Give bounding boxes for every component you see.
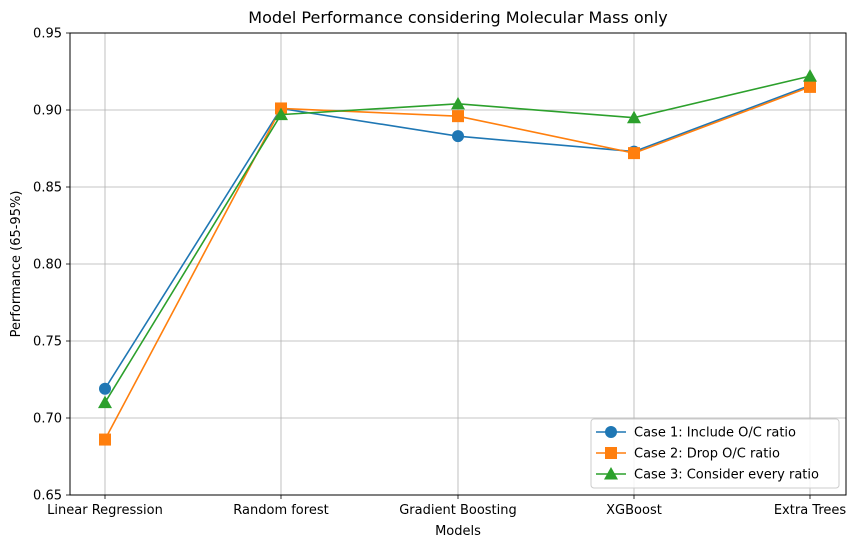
legend-marker	[605, 447, 617, 459]
y-tick-label: 0.95	[33, 27, 62, 42]
legend-label: Case 2: Drop O/C ratio	[634, 447, 780, 462]
legend-item: Case 2: Drop O/C ratio	[596, 447, 780, 462]
data-point	[99, 433, 111, 446]
x-tick-label: Extra Trees	[774, 503, 847, 518]
legend: Case 1: Include O/C ratio Case 2: Drop O/…	[590, 418, 840, 489]
data-point	[452, 110, 464, 123]
data-point	[803, 69, 817, 82]
data-point	[627, 110, 641, 124]
y-tick-label: 0.75	[33, 335, 62, 350]
data-point	[451, 96, 465, 110]
data-point	[99, 382, 111, 395]
legend-label: Case 3: Consider every ratio	[634, 468, 819, 483]
data-point	[452, 130, 464, 143]
x-tick-label: Linear Regression	[47, 503, 163, 518]
y-axis: 0.65 0.70 0.75 0.80 0.85 0.90 0.95	[33, 27, 70, 504]
legend-box	[590, 418, 840, 489]
y-axis-label: Performance (65-95%)	[9, 191, 24, 338]
y-tick-label: 0.70	[33, 412, 62, 427]
data-point	[274, 107, 288, 121]
y-tick-label: 0.85	[33, 181, 62, 196]
x-axis: Linear Regression Random forest Gradient B…	[47, 495, 846, 518]
legend-item: Case 1: Include O/C ratio	[596, 426, 796, 441]
series-layer	[98, 69, 817, 446]
grid-lines	[70, 32, 846, 496]
data-point	[98, 395, 112, 409]
x-tick-label: XGBoost	[606, 503, 662, 518]
data-point	[804, 80, 816, 93]
legend-item: Case 3: Consider every ratio	[596, 467, 819, 483]
x-tick-label: Gradient Boosting	[399, 503, 517, 518]
chart-title: Model Performance considering Molecular …	[248, 8, 667, 27]
legend-marker	[604, 467, 618, 480]
series-2	[99, 80, 816, 446]
series-3	[98, 69, 817, 409]
x-axis-label: Models	[435, 524, 481, 539]
legend-label: Case 1: Include O/C ratio	[634, 426, 796, 441]
legend-marker	[605, 426, 617, 438]
y-tick-label: 0.65	[33, 489, 62, 504]
x-tick-label: Random forest	[233, 503, 328, 518]
y-tick-label: 0.90	[33, 104, 62, 119]
y-tick-label: 0.80	[33, 258, 62, 273]
data-point	[628, 147, 640, 160]
